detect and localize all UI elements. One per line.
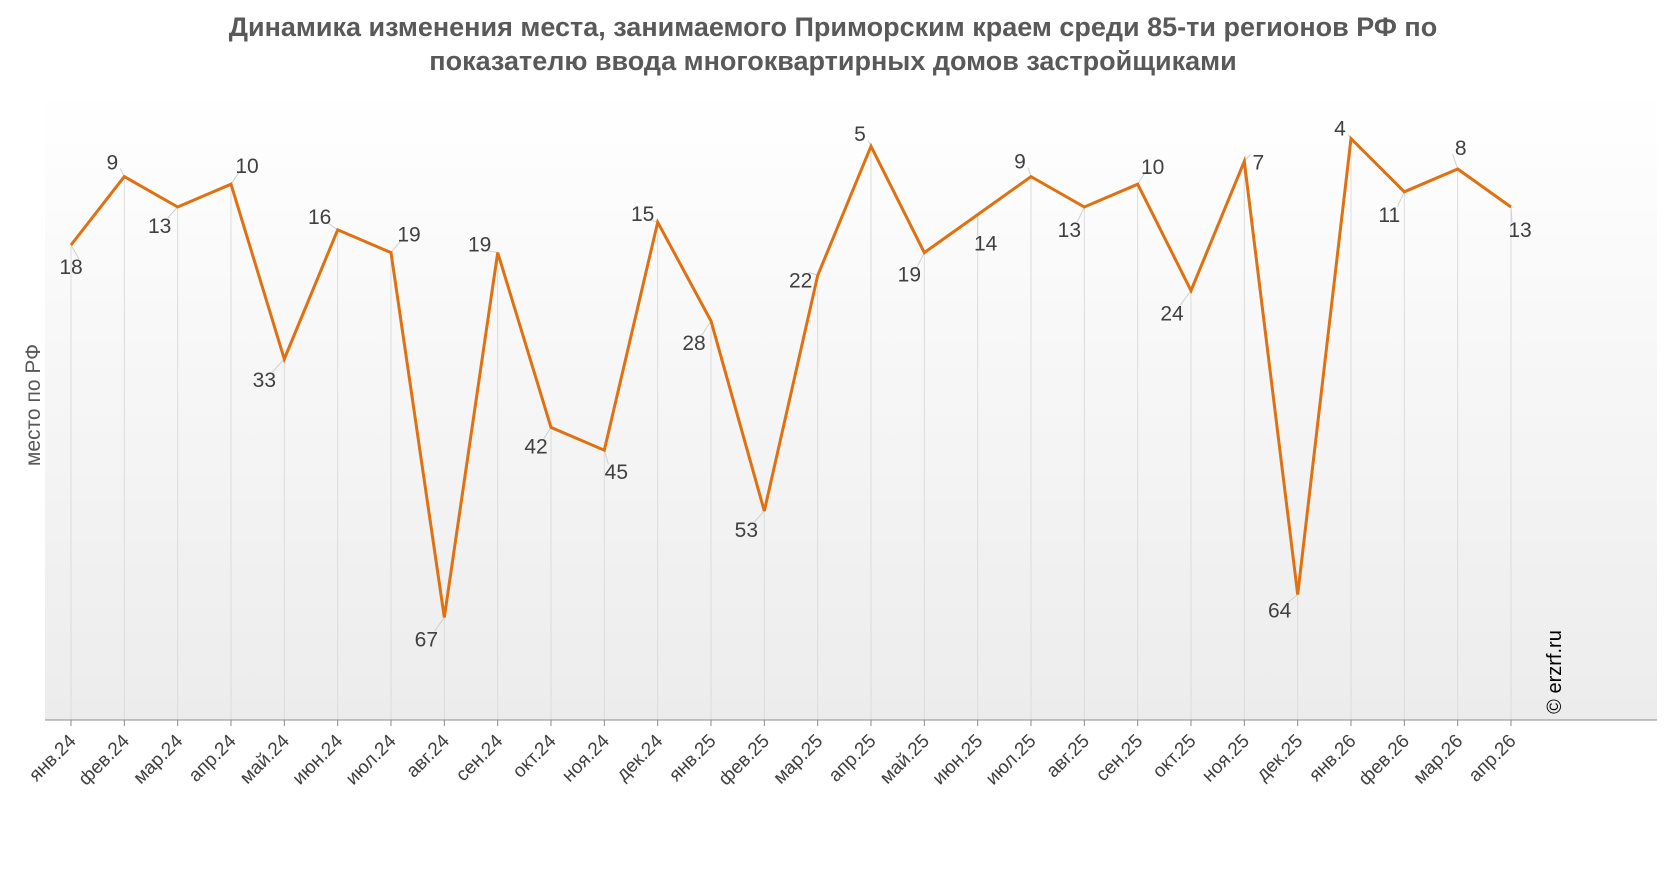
data-label: 42 [524,435,547,458]
data-label: 13 [1508,219,1531,242]
leader-line [271,358,285,373]
x-tick-label: авг.24 [402,730,454,782]
leader-line [70,244,80,260]
data-label: 4 [1334,118,1346,141]
chart-title-line-1: Динамика изменения места, занимаемого Пр… [229,12,1437,42]
data-label: 13 [1058,219,1081,242]
data-label: 9 [1014,151,1026,174]
leader-line [753,510,765,523]
leader-line [808,271,818,276]
x-tick-label: фев.25 [715,731,774,790]
x-tick-label: мар.24 [130,730,188,788]
data-label: 16 [308,206,331,229]
data-label: 5 [854,123,866,146]
data-label: 45 [605,461,628,484]
data-label: 10 [1141,156,1164,179]
x-tick-label: авг.25 [1042,731,1093,782]
leader-line [1179,290,1192,306]
data-label: 8 [1455,137,1467,160]
x-tick-label: июл.25 [982,731,1041,790]
leader-line [433,617,445,632]
x-tick-label: ноя.24 [558,730,614,786]
leader-line [167,206,179,219]
x-tick-label: окт.25 [1149,731,1201,783]
data-label: 14 [974,233,998,256]
x-tick-label: дек.24 [613,730,668,785]
leader-line [230,171,240,185]
x-tick-label: мар.25 [770,731,828,789]
leader-line [916,252,925,267]
x-tick-label: окт.24 [509,730,561,782]
x-tick-labels: янв.24фев.24мар.24апр.24май.24июн.24июл.… [25,730,1520,790]
data-label: 10 [235,155,258,178]
leader-line [1287,594,1298,603]
data-label: 18 [59,256,82,279]
series-line [69,135,1512,618]
leader-line [1396,191,1405,208]
data-label: 9 [106,152,118,175]
data-label: 67 [415,628,438,651]
x-tick-label: июн.25 [929,731,988,790]
x-tick-label: июн.24 [289,730,348,789]
label-leaders [70,134,1513,632]
data-label: 19 [468,234,491,257]
leader-line [603,450,609,465]
x-tick-label: апр.26 [1465,731,1521,787]
leader-line [701,320,712,336]
x-tick-label: сен.25 [1092,731,1147,786]
data-label: 22 [789,269,812,292]
x-tick-label: янв.26 [1305,731,1360,786]
leader-line [390,240,402,253]
leader-line [1137,172,1146,185]
leader-line [1027,167,1032,177]
x-tick-label: июл.24 [342,730,401,789]
x-axis-ticks [70,720,1512,726]
x-tick-label: апр.25 [825,731,881,787]
x-tick-label: май.25 [876,731,934,789]
x-tick-label: ноя.25 [1198,731,1254,787]
chart-title-line-2: показателю ввода многоквартирных домов з… [429,46,1236,76]
y-axis-label: место по РФ [22,344,45,466]
data-label: 19 [898,264,921,287]
leader-line [1452,153,1459,170]
x-tick-label: янв.25 [665,731,720,786]
data-label: 64 [1268,600,1292,623]
data-label: 19 [397,224,420,247]
plot-area [45,90,1657,720]
credit-label: © erzrf.ru [1544,630,1566,714]
x-tick-label: янв.24 [25,730,81,786]
x-tick-label: фев.26 [1355,731,1414,790]
x-tick-label: сен.24 [452,730,507,785]
data-label: 33 [253,369,276,392]
leader-line [487,250,498,254]
data-label: 11 [1378,204,1400,227]
data-label: 13 [148,215,171,238]
data-label: 7 [1252,151,1264,174]
x-tick-label: фев.24 [75,730,134,789]
leader-line [327,222,338,231]
data-label: 24 [1160,303,1184,326]
x-tick-label: мар.26 [1410,731,1468,789]
data-labels: 18 9 13 10 33 16 19 67 19 42 45 15 28 53 22 5 19 14 9 13 10 2… [59,118,1531,652]
x-tick-label: дек.25 [1253,731,1308,786]
data-label: 53 [735,519,758,542]
grid-lines [70,138,1512,720]
leader-line [1510,206,1513,223]
data-label: 28 [682,332,705,355]
data-label: 15 [631,203,654,226]
leader-line [543,427,552,439]
x-tick-label: апр.24 [185,730,241,786]
leader-line [1076,206,1085,223]
x-tick-label: май.24 [236,730,294,788]
